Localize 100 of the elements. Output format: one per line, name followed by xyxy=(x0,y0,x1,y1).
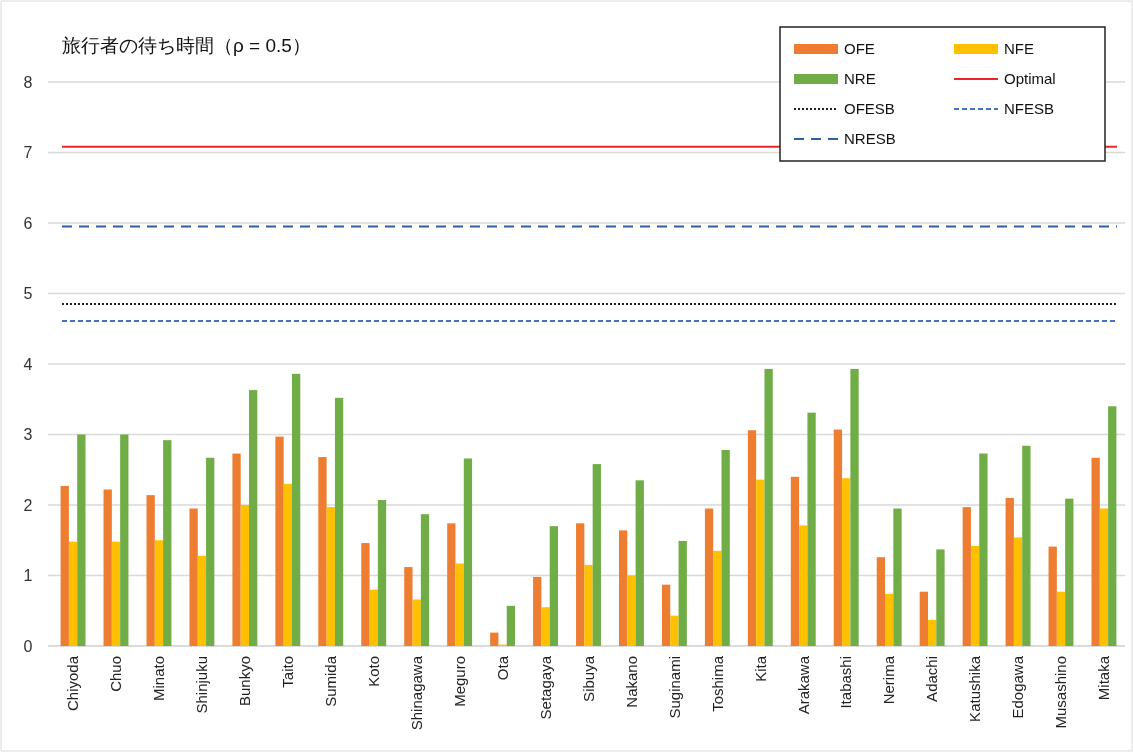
bar xyxy=(1108,406,1117,646)
x-tick-label: Chuo xyxy=(107,656,125,692)
x-tick-label: Shinjuku xyxy=(193,656,211,714)
y-tick-label: 5 xyxy=(23,285,33,303)
bar xyxy=(747,430,757,646)
bar xyxy=(842,478,851,646)
legend-label: NFE xyxy=(1004,40,1034,58)
bar xyxy=(369,589,378,646)
y-tick-label: 6 xyxy=(23,214,33,232)
x-tick-label: Suginami xyxy=(665,656,683,719)
bar xyxy=(799,525,808,646)
x-tick-label: Sibuya xyxy=(579,655,597,702)
bar xyxy=(1065,498,1074,646)
bar xyxy=(60,485,69,646)
bar xyxy=(576,523,585,646)
x-tick-label: Adachi xyxy=(923,656,941,702)
bar xyxy=(627,575,636,646)
bar xyxy=(154,540,164,646)
chart-title: 旅行者の待ち時間（ρ = 0.5） xyxy=(62,35,311,56)
y-tick-label: 8 xyxy=(23,73,33,91)
legend-label: OFESB xyxy=(844,100,895,118)
y-tick-label: 4 xyxy=(23,355,33,373)
x-tick-label: Kita xyxy=(751,655,769,682)
bar xyxy=(885,593,894,646)
bar xyxy=(291,373,301,646)
legend-label: NFESB xyxy=(1004,100,1055,118)
bar xyxy=(1091,457,1100,646)
x-tick-label: Ota xyxy=(493,655,511,681)
bar xyxy=(635,480,644,646)
x-tick-label: Koto xyxy=(364,656,382,687)
bar xyxy=(420,514,430,646)
bar xyxy=(1013,537,1023,646)
bar xyxy=(764,368,773,646)
bar xyxy=(163,440,172,646)
x-tick-label: Minato xyxy=(150,656,168,702)
y-tick-label: 0 xyxy=(23,637,33,655)
bar xyxy=(240,505,250,646)
bar xyxy=(756,479,765,646)
bar xyxy=(721,450,730,646)
bar xyxy=(584,564,593,646)
bar xyxy=(713,550,722,646)
bar xyxy=(678,540,687,646)
y-tick-label: 3 xyxy=(23,426,33,444)
x-tick-label: Nerima xyxy=(880,655,898,705)
bar xyxy=(326,507,335,646)
x-tick-label: Katushika xyxy=(966,655,984,722)
bar xyxy=(893,508,902,646)
bar xyxy=(232,453,241,646)
x-tick-label: Sumida xyxy=(322,655,340,707)
legend-label: Optimal xyxy=(1004,70,1056,88)
x-tick-label: Chiyoda xyxy=(64,655,82,712)
bar xyxy=(670,615,679,646)
bar xyxy=(936,549,945,646)
y-tick-label: 7 xyxy=(23,144,33,162)
bar xyxy=(549,526,558,646)
bar xyxy=(377,500,387,646)
x-tick-label: Mitaka xyxy=(1095,655,1113,701)
bar xyxy=(463,458,473,646)
legend-label: NRE xyxy=(844,70,876,88)
bar xyxy=(1048,546,1057,646)
bar xyxy=(77,434,86,646)
bar xyxy=(962,507,971,646)
bar xyxy=(189,508,198,646)
x-tick-label: Nakano xyxy=(622,656,640,708)
bar xyxy=(850,368,859,646)
bar xyxy=(249,390,258,646)
bar xyxy=(146,495,155,646)
bar xyxy=(455,563,464,646)
bar xyxy=(927,619,937,646)
legend-label: NRESB xyxy=(844,130,896,148)
bar xyxy=(206,457,215,646)
bar xyxy=(919,591,928,646)
bar xyxy=(833,429,843,646)
bar xyxy=(619,530,628,646)
x-tick-label: Meguro xyxy=(450,656,468,707)
bar xyxy=(1022,445,1031,646)
x-tick-label: Edogawa xyxy=(1009,655,1027,719)
bar xyxy=(533,576,542,646)
bar xyxy=(318,457,327,646)
bar xyxy=(283,483,292,646)
x-tick-label: Toshima xyxy=(708,655,726,712)
bar xyxy=(68,541,78,646)
bar xyxy=(704,508,714,646)
bar xyxy=(334,397,344,646)
bar xyxy=(361,543,370,646)
bar xyxy=(592,464,601,646)
bar xyxy=(1005,497,1014,646)
bar xyxy=(970,545,980,646)
bar xyxy=(490,632,499,646)
bar xyxy=(120,434,129,646)
y-tick-label: 2 xyxy=(23,496,33,514)
bar xyxy=(275,436,284,646)
bar xyxy=(404,567,413,646)
bar xyxy=(541,607,550,646)
bar xyxy=(197,555,207,646)
bar xyxy=(412,599,421,646)
legend-label: OFE xyxy=(844,40,875,58)
x-tick-label: Bunkyo xyxy=(236,656,254,707)
y-tick-label: 1 xyxy=(23,567,33,585)
bar xyxy=(506,605,516,646)
